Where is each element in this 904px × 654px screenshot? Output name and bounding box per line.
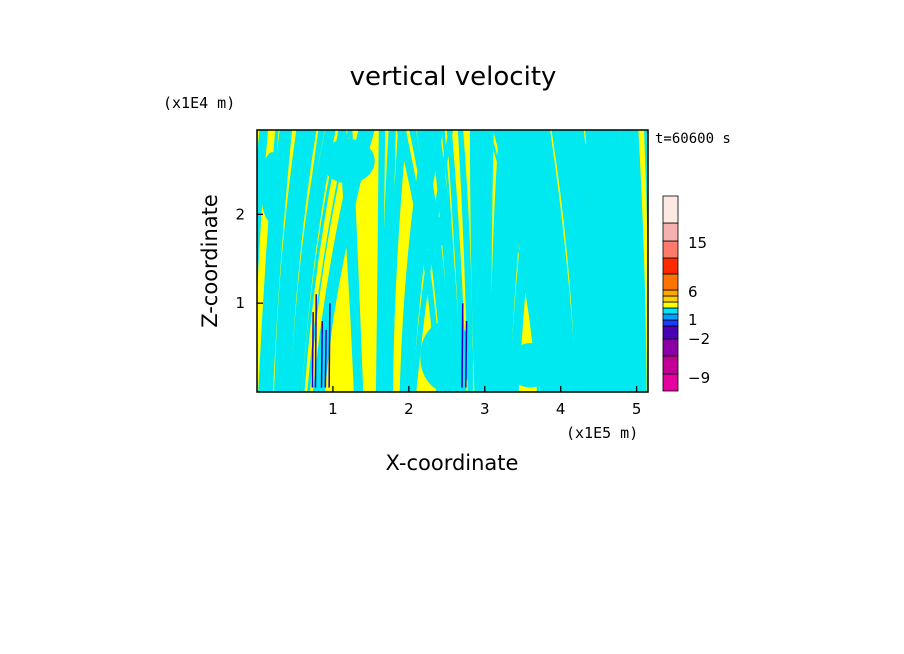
field-contour bbox=[388, 130, 407, 392]
plot-frame bbox=[256, 129, 649, 393]
field-contour bbox=[507, 343, 554, 388]
field-contour bbox=[338, 130, 362, 392]
field-contour bbox=[420, 320, 474, 392]
field-contour bbox=[504, 130, 530, 392]
y-unit-label: (x1E4 m) bbox=[163, 94, 235, 112]
field-contour bbox=[314, 294, 317, 388]
field-contour bbox=[301, 130, 342, 392]
field-contour bbox=[399, 130, 429, 392]
field-contour bbox=[596, 130, 616, 392]
x-tick-label: 5 bbox=[632, 400, 642, 418]
y-tick-label: 1 bbox=[235, 294, 245, 312]
field-contour bbox=[321, 138, 375, 184]
field-contour bbox=[465, 320, 468, 388]
field-contour bbox=[311, 312, 314, 388]
colorbar-bin bbox=[662, 313, 679, 321]
field-contour bbox=[508, 130, 538, 392]
colorbar-bin bbox=[662, 295, 679, 303]
colorbar bbox=[662, 195, 679, 392]
field-contour bbox=[491, 130, 507, 392]
field-contour bbox=[275, 130, 302, 392]
field-contour bbox=[328, 303, 331, 388]
x-tick-label: 3 bbox=[480, 400, 490, 418]
colorbar-bin bbox=[662, 338, 679, 357]
colorbar-bin bbox=[662, 325, 679, 340]
colorbar-bin bbox=[662, 289, 679, 297]
field-contour bbox=[403, 130, 441, 392]
field-contour bbox=[375, 130, 386, 392]
field-contour bbox=[512, 130, 557, 392]
field-contour bbox=[644, 130, 648, 259]
field-contour bbox=[461, 303, 464, 388]
y-axis: 12 bbox=[235, 205, 263, 312]
field-contour bbox=[457, 130, 473, 392]
plot-field bbox=[257, 130, 648, 392]
colorbar-label: −2 bbox=[688, 330, 710, 348]
field-contour bbox=[519, 130, 561, 392]
colorbar-label: 15 bbox=[688, 234, 707, 252]
x-axis-label: X-coordinate bbox=[386, 451, 519, 475]
field-contour bbox=[555, 130, 582, 392]
field-contour bbox=[632, 130, 646, 392]
y-tick-label: 2 bbox=[235, 205, 245, 223]
y-axis-label: Z-coordinate bbox=[198, 194, 222, 328]
field-contour bbox=[498, 130, 521, 392]
colorbar-label: 1 bbox=[688, 311, 698, 329]
field-contour bbox=[412, 130, 454, 392]
x-axis: 1 2 3 4 5 bbox=[328, 386, 641, 418]
field-contour bbox=[542, 130, 573, 392]
colorbar-bin bbox=[662, 373, 679, 392]
colorbar-bin bbox=[662, 273, 679, 291]
field-contour bbox=[609, 130, 629, 392]
field-contour bbox=[257, 130, 264, 215]
field-contour bbox=[446, 130, 467, 392]
field-contour bbox=[481, 130, 494, 392]
field-contour bbox=[324, 329, 327, 388]
colorbar-bin bbox=[662, 257, 679, 275]
colorbar-label: 6 bbox=[688, 283, 698, 301]
chart-title: vertical velocity bbox=[350, 62, 557, 92]
field-contour bbox=[477, 130, 483, 392]
x-tick-label: 2 bbox=[404, 400, 414, 418]
colorbar-bin bbox=[662, 240, 679, 259]
time-label: t=60600 s bbox=[655, 131, 731, 147]
field-contour bbox=[277, 130, 306, 392]
colorbar-bin bbox=[662, 355, 679, 375]
field-contour bbox=[320, 320, 324, 388]
field-contour bbox=[381, 130, 396, 392]
field-contour bbox=[307, 130, 351, 392]
field-contour bbox=[620, 130, 639, 392]
field-contour bbox=[283, 130, 315, 392]
colorbar-labels: 15 6 1−2 −9 bbox=[688, 234, 710, 387]
colorbar-bin bbox=[662, 307, 679, 315]
field-contour bbox=[562, 130, 589, 392]
field-contour bbox=[535, 130, 571, 392]
x-unit-label: (x1E5 m) bbox=[566, 424, 638, 442]
colorbar-label: −9 bbox=[688, 369, 710, 387]
field-contour bbox=[585, 130, 608, 392]
field-contour bbox=[319, 130, 375, 392]
field-contour bbox=[500, 130, 552, 392]
field-contour bbox=[416, 214, 447, 250]
x-tick-label: 4 bbox=[556, 400, 566, 418]
field-contour bbox=[297, 130, 336, 392]
field-contour bbox=[260, 152, 284, 224]
colorbar-bin bbox=[662, 319, 679, 327]
field-contour bbox=[602, 329, 641, 384]
colorbar-bin bbox=[662, 195, 679, 224]
colorbar-bin bbox=[662, 222, 679, 242]
field-contour bbox=[290, 130, 324, 392]
field-contour bbox=[524, 130, 567, 392]
colorbar-bin bbox=[662, 301, 679, 309]
field-contour bbox=[560, 143, 607, 197]
field-contour bbox=[261, 130, 284, 392]
field-contour bbox=[601, 130, 623, 392]
x-tick-label: 1 bbox=[328, 400, 338, 418]
